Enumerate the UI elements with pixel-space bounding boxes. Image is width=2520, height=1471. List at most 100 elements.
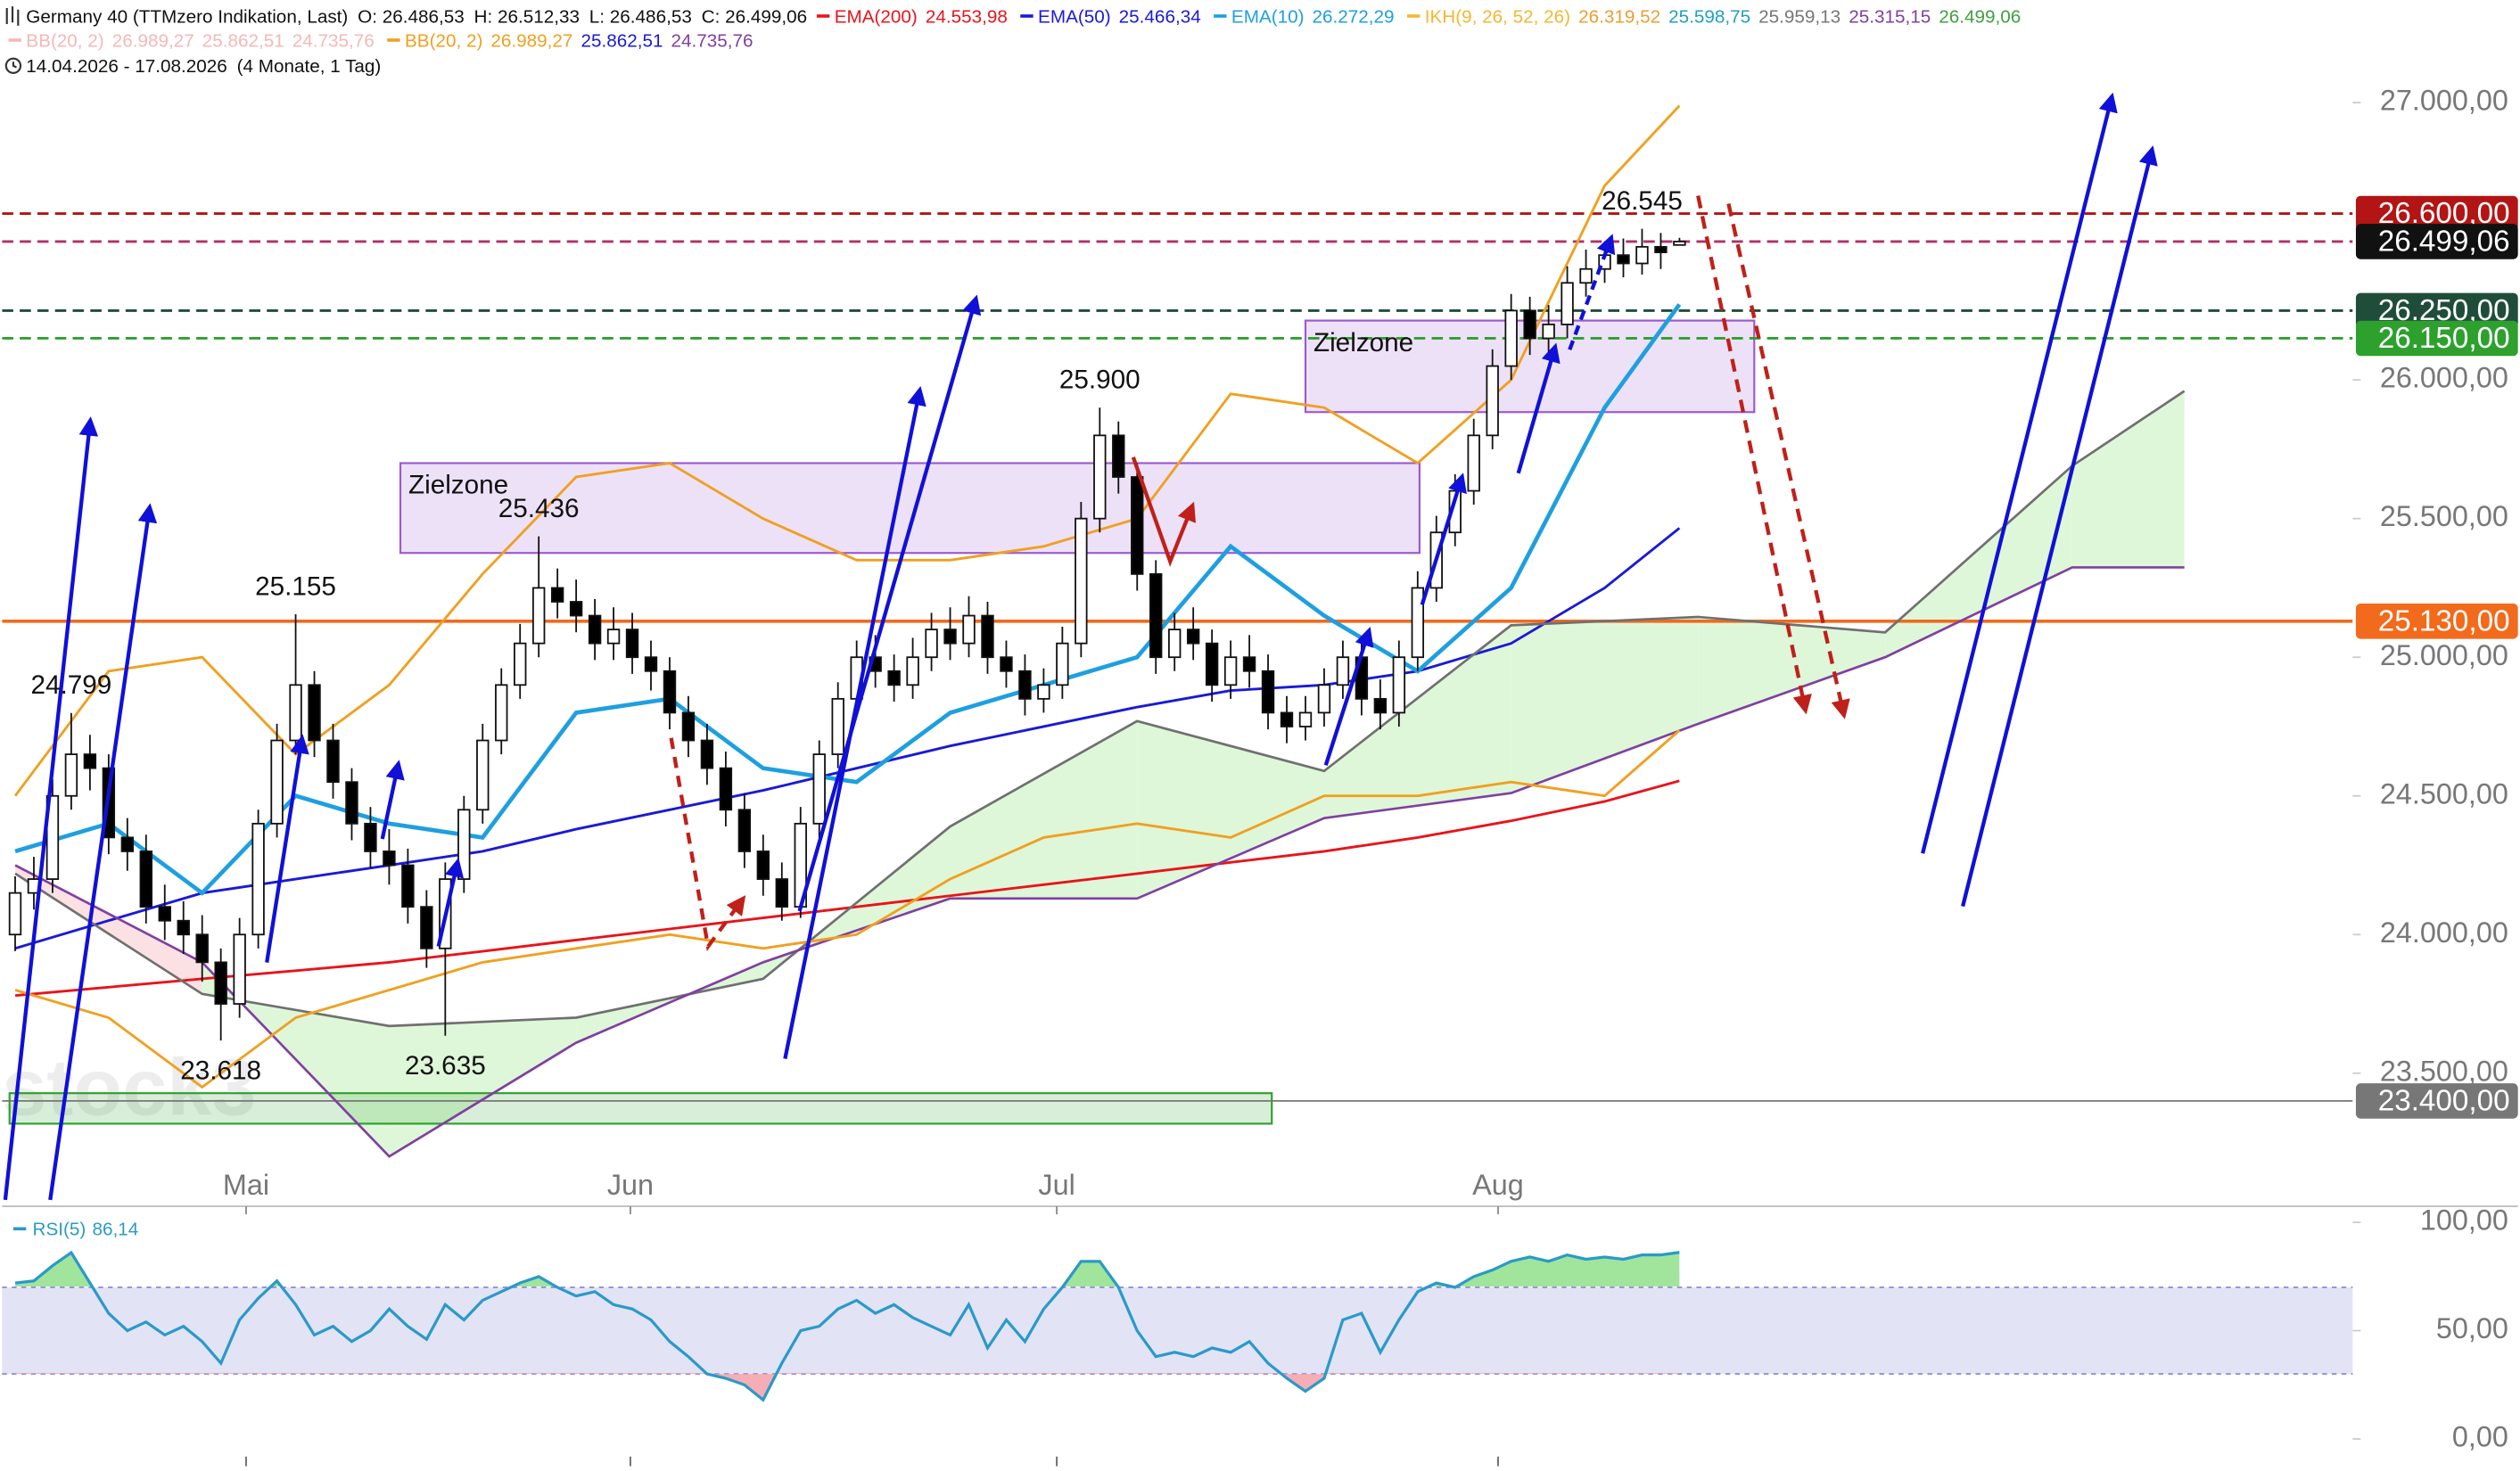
- clock-hand: [12, 62, 17, 69]
- cloud-fill: [14, 865, 202, 994]
- trend-arrow: [48, 503, 158, 1201]
- label-layer: Zielzone Zielzone 24.799 23.618 25.155 23.635…: [8, 6, 2518, 1201]
- candle-body: [1223, 656, 1238, 686]
- trend-arrow: [1323, 627, 1374, 766]
- candle-body: [289, 684, 302, 742]
- candle-body: [1242, 656, 1256, 672]
- legend-value: 25.959,13: [1758, 6, 1841, 27]
- candle-body: [120, 836, 135, 852]
- trend-arrow: [797, 294, 982, 912]
- x-tick-label: Jun: [607, 1169, 654, 1201]
- candle-body: [1000, 656, 1013, 672]
- legend-name: EMA(50): [1038, 6, 1111, 27]
- candle-body: [1654, 245, 1668, 253]
- candle-body: [962, 614, 976, 645]
- trend-arrow: [1921, 92, 2118, 854]
- candle-body: [1504, 309, 1518, 367]
- drawings: [3, 92, 2158, 1201]
- candle-body: [233, 933, 246, 1005]
- candle-body: [1467, 434, 1480, 492]
- watermark: stock3: [2, 1044, 256, 1133]
- price-tag: [2355, 195, 2518, 232]
- candle-body: [326, 739, 340, 784]
- price-tag: [2355, 603, 2518, 639]
- candle-body: [1056, 642, 1069, 686]
- target-zone: [399, 462, 1421, 555]
- candle-body: [476, 739, 490, 811]
- price-tag-label: 26.150,00: [2378, 322, 2510, 355]
- candle-body: [1075, 517, 1088, 645]
- candle-body: [756, 851, 770, 880]
- price-tag: [2355, 1083, 2518, 1119]
- candle-body: [1018, 670, 1032, 700]
- candle-body: [1205, 642, 1219, 686]
- candle-body: [1112, 434, 1125, 478]
- x-tick-label: Jul: [1038, 1169, 1075, 1201]
- candle-body: [270, 739, 284, 825]
- candle-body: [1561, 282, 1574, 325]
- rsi-line: [14, 1250, 1680, 1402]
- candle-body: [812, 753, 826, 825]
- candle-body: [1149, 572, 1163, 659]
- rsi-tick-label: 0,00: [2452, 1421, 2508, 1453]
- candle-body: [214, 961, 227, 1005]
- price-tag-label: 23.400,00: [2378, 1085, 2510, 1118]
- candle-body: [569, 601, 583, 617]
- legend-value: 26.499,06: [1939, 6, 2021, 27]
- candle-body: [1635, 245, 1649, 265]
- legend-value: 24.735,76: [671, 30, 753, 51]
- candle-body: [457, 809, 471, 880]
- legend-value: 25.466,34: [1119, 6, 1201, 27]
- legend-value: 26.272,29: [1313, 6, 1395, 27]
- cloud-fill: [2071, 390, 2185, 568]
- price-tag: [2355, 224, 2518, 259]
- legend-value: 25.862,51: [581, 30, 663, 51]
- target-arrow: [1696, 195, 1812, 715]
- candle-body: [364, 822, 377, 852]
- legend-name: EMA(10): [1231, 6, 1305, 27]
- price-tag: [2355, 292, 2518, 329]
- candle-body: [495, 684, 508, 742]
- y-tick-label: 24.000,00: [2380, 916, 2508, 949]
- legend-value: 24.735,76: [292, 30, 375, 51]
- header-ohlc: L: 26.486,53: [589, 6, 692, 27]
- candle-body: [1542, 324, 1555, 340]
- header-ohlc: H: 26.512,33: [474, 6, 580, 27]
- cloud-fill: [1137, 720, 1324, 899]
- price-tag: [2355, 320, 2518, 357]
- price-annotation: 26.545: [1602, 186, 1683, 216]
- zone-label: Zielzone: [408, 471, 508, 500]
- candle-body: [1317, 684, 1331, 714]
- candle-body: [64, 753, 78, 797]
- candle-body: [831, 697, 844, 755]
- legend-value: 25.862,51: [202, 30, 284, 51]
- header-period: (4 Monate, 1 Tag): [237, 56, 382, 77]
- header-range: 14.04.2026 - 17.08.2026: [26, 56, 226, 77]
- header-title: Germany 40 (TTMzero Indikation, Last): [26, 6, 348, 27]
- x-tick-label: Mai: [223, 1169, 269, 1201]
- legend-value: 25.315,15: [1849, 6, 1931, 27]
- y-tick-label: 25.500,00: [2380, 500, 2508, 532]
- target-zone: [8, 1092, 1273, 1125]
- candle-body: [8, 892, 22, 936]
- candle-body: [681, 711, 696, 742]
- candle-body: [1037, 684, 1050, 700]
- rsi-name: RSI(5): [33, 1220, 86, 1240]
- correction-arrow: [669, 737, 746, 951]
- candle-body: [1298, 711, 1313, 727]
- y-tick-label: 24.500,00: [2380, 777, 2508, 809]
- candle-body: [514, 642, 527, 686]
- candle-body: [943, 629, 957, 645]
- rsi-value: 86,14: [92, 1220, 138, 1240]
- cloud-fill: [1698, 617, 1886, 724]
- target-arrow: [1726, 203, 1850, 719]
- candle-body: [177, 919, 190, 936]
- legend-name: BB(20, 2): [26, 30, 103, 51]
- header-icon: [4, 6, 22, 74]
- candle-body: [531, 587, 546, 645]
- rsi-tick-label: 50,00: [2436, 1312, 2508, 1344]
- candle-body: [1093, 434, 1107, 520]
- candle-body: [550, 587, 564, 603]
